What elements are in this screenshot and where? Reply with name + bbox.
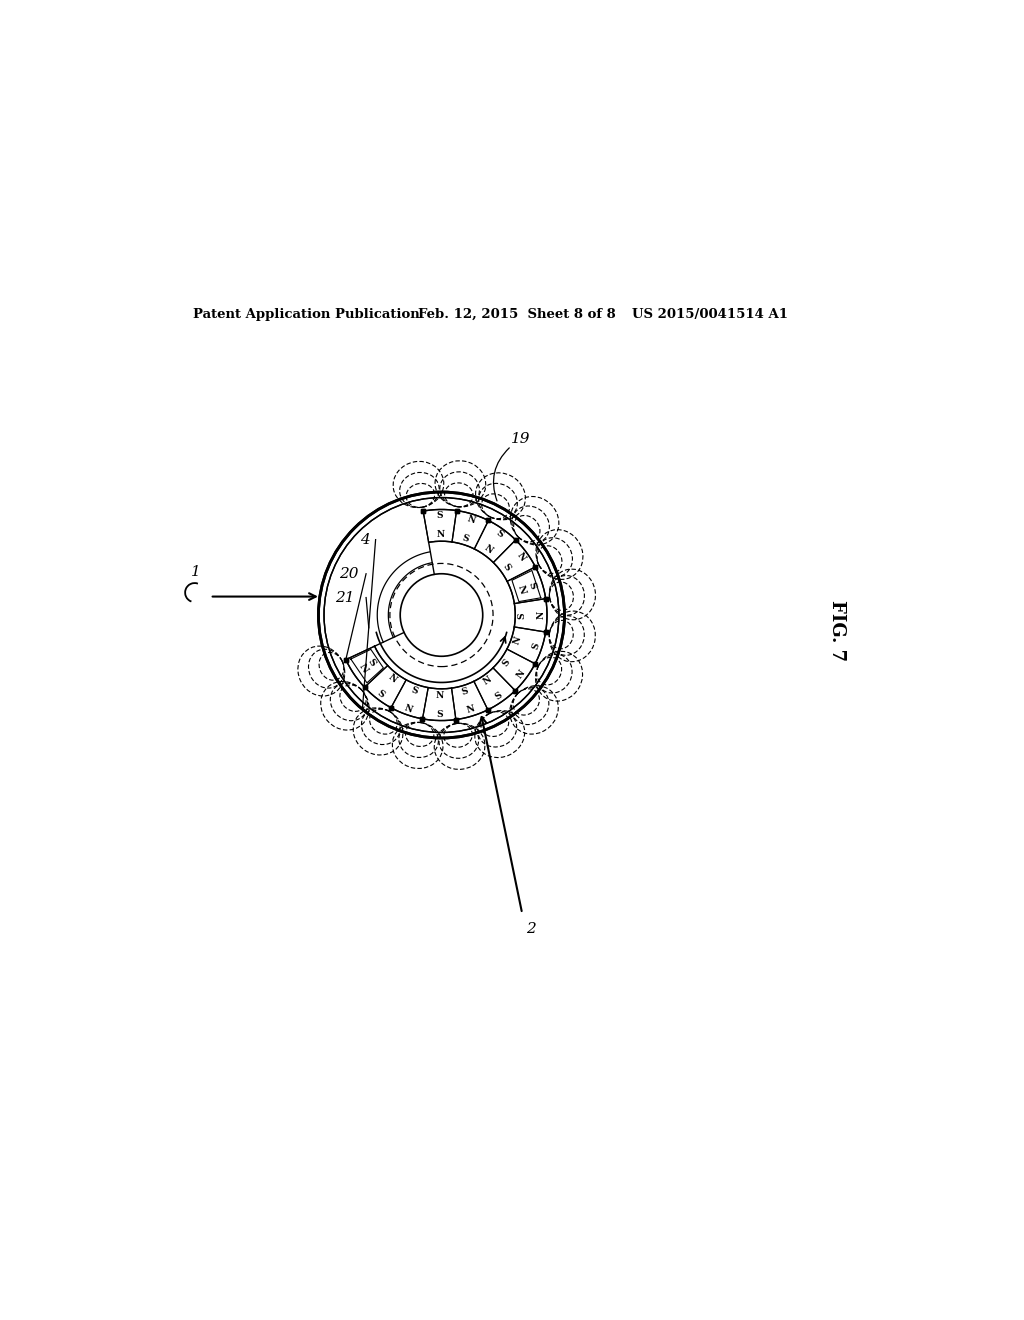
Text: S: S	[530, 642, 541, 651]
Text: S: S	[526, 581, 538, 590]
Text: 19: 19	[511, 432, 530, 446]
Text: N: N	[465, 705, 476, 715]
Text: S: S	[517, 612, 526, 619]
Wedge shape	[345, 508, 548, 721]
Text: N: N	[512, 635, 523, 645]
Text: N: N	[515, 550, 527, 562]
Text: S: S	[411, 685, 419, 696]
Text: N: N	[403, 704, 414, 714]
Text: 2: 2	[526, 921, 536, 936]
Text: S: S	[494, 529, 505, 540]
Wedge shape	[335, 508, 548, 721]
Text: S: S	[367, 657, 378, 668]
Text: N: N	[386, 672, 398, 685]
Text: N: N	[537, 611, 545, 619]
Text: US 2015/0041514 A1: US 2015/0041514 A1	[632, 308, 787, 321]
Text: N: N	[515, 668, 527, 680]
Text: S: S	[376, 688, 386, 700]
Text: S: S	[494, 690, 504, 702]
Text: N: N	[481, 675, 494, 686]
Text: 21: 21	[335, 590, 354, 605]
Text: S: S	[461, 686, 469, 697]
Text: S: S	[501, 562, 512, 573]
Text: 1: 1	[191, 565, 201, 579]
Text: N: N	[482, 544, 494, 556]
Text: N: N	[435, 690, 444, 700]
Text: S: S	[461, 533, 470, 544]
Text: N: N	[516, 583, 527, 594]
Text: S: S	[436, 511, 443, 520]
Text: Patent Application Publication: Patent Application Publication	[194, 308, 420, 321]
Text: FIG. 7: FIG. 7	[827, 601, 846, 661]
Text: 20: 20	[339, 566, 358, 581]
Text: S: S	[436, 710, 442, 719]
Text: Feb. 12, 2015  Sheet 8 of 8: Feb. 12, 2015 Sheet 8 of 8	[418, 308, 615, 321]
Text: N: N	[356, 663, 369, 675]
Text: N: N	[436, 531, 444, 540]
Text: N: N	[466, 515, 476, 525]
Text: 4: 4	[360, 533, 370, 546]
Text: S: S	[501, 657, 511, 668]
